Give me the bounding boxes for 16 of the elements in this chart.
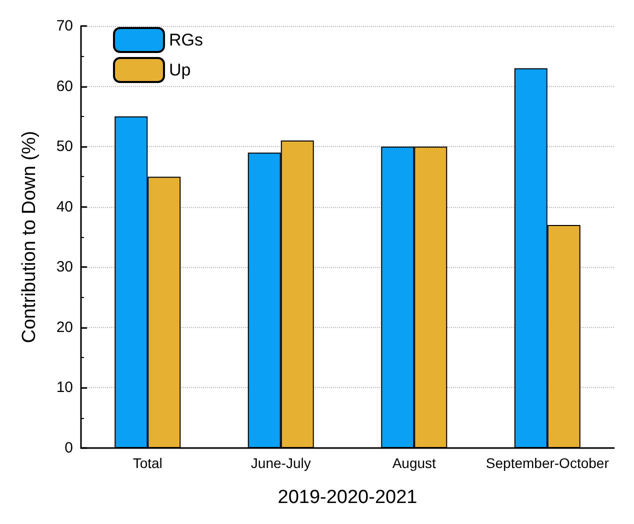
y-tick-label: 20 xyxy=(56,318,73,336)
legend-label: RGs xyxy=(169,30,203,50)
x-tick-label: August xyxy=(392,455,436,471)
legend-label: Up xyxy=(169,60,191,80)
y-tick-label: 70 xyxy=(56,18,73,34)
x-axis-title: 2019-2020-2021 xyxy=(278,487,418,508)
y-tick-label: 30 xyxy=(56,258,73,276)
y-tick-label: 50 xyxy=(56,138,73,156)
y-axis-title: Contribution to Down (%) xyxy=(19,130,40,344)
y-tick-label: 10 xyxy=(56,379,73,396)
x-tick-label: June-July xyxy=(250,455,311,471)
y-tick-label: 40 xyxy=(56,198,73,216)
y-tick-label: 0 xyxy=(64,440,73,456)
x-tick-label: Total xyxy=(132,455,162,471)
y-tick-label: 60 xyxy=(56,78,73,95)
x-tick-label: September-October xyxy=(486,455,610,471)
